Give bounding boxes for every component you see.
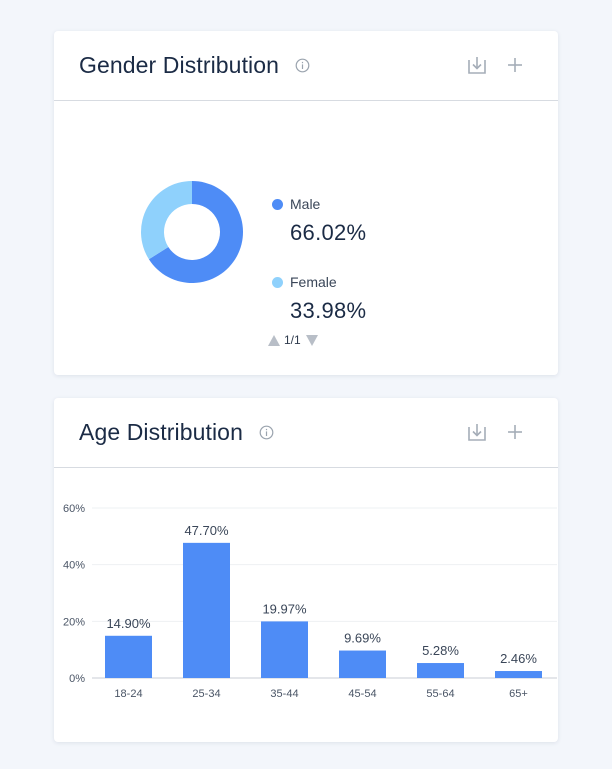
bar-data-label: 14.90% <box>106 616 151 631</box>
legend-dot-male <box>272 199 283 210</box>
download-icon[interactable] <box>467 55 487 75</box>
plus-icon[interactable] <box>505 55 525 75</box>
legend-dot-female <box>272 277 283 288</box>
download-icon[interactable] <box>467 422 487 442</box>
pager-up-arrow-icon[interactable] <box>268 335 280 346</box>
bar-55-64[interactable] <box>417 663 464 678</box>
bar-45-54[interactable] <box>339 650 386 678</box>
legend-pager: 1/1 <box>268 332 328 348</box>
x-tick-label: 35-44 <box>270 688 298 700</box>
info-icon[interactable] <box>259 425 274 440</box>
donut-slice-female[interactable] <box>141 181 192 260</box>
y-tick-label: 40% <box>63 560 85 572</box>
age-card-title: Age Distribution <box>79 419 243 445</box>
pager-text: 1/1 <box>284 333 301 347</box>
info-icon[interactable] <box>295 58 310 73</box>
bar-data-label: 2.46% <box>500 651 537 666</box>
bar-data-label: 9.69% <box>344 631 381 646</box>
bar-25-34[interactable] <box>183 542 230 678</box>
y-tick-label: 20% <box>63 616 85 628</box>
x-tick-label: 55-64 <box>426 688 454 700</box>
x-tick-label: 45-54 <box>348 688 376 700</box>
age-bar-chart: 0% 20% 40% 60% 14.90% 18-24 47.70% 25-34 19.97% 3… <box>63 503 557 700</box>
donut-slice-male[interactable] <box>148 181 243 283</box>
x-tick-label: 65+ <box>509 688 528 700</box>
gender-donut-chart <box>141 181 243 283</box>
legend-label-male: Male <box>290 196 321 212</box>
plus-icon[interactable] <box>505 422 525 442</box>
bar-65+[interactable] <box>495 671 542 678</box>
bar-data-label: 47.70% <box>184 523 229 538</box>
legend-value-male: 66.02% <box>290 220 367 245</box>
bar-data-label: 19.97% <box>262 601 307 616</box>
gender-distribution-card: Gender Distribution <box>54 31 558 375</box>
pager-down-arrow-icon[interactable] <box>306 335 318 346</box>
y-tick-label: 0% <box>69 673 85 685</box>
y-tick-label: 60% <box>63 503 85 515</box>
x-tick-label: 18-24 <box>114 688 142 700</box>
age-card-header: Age Distribution <box>54 398 558 468</box>
x-tick-label: 25-34 <box>192 688 220 700</box>
legend-label-female: Female <box>290 274 337 290</box>
bar-35-44[interactable] <box>261 621 308 678</box>
bar-18-24[interactable] <box>105 635 152 678</box>
gender-card-header: Gender Distribution <box>54 31 558 101</box>
age-distribution-card: Age Distribution <box>54 398 558 742</box>
gender-card-title: Gender Distribution <box>79 52 280 78</box>
legend-value-female: 33.98% <box>290 298 367 323</box>
bar-data-label: 5.28% <box>422 643 459 658</box>
